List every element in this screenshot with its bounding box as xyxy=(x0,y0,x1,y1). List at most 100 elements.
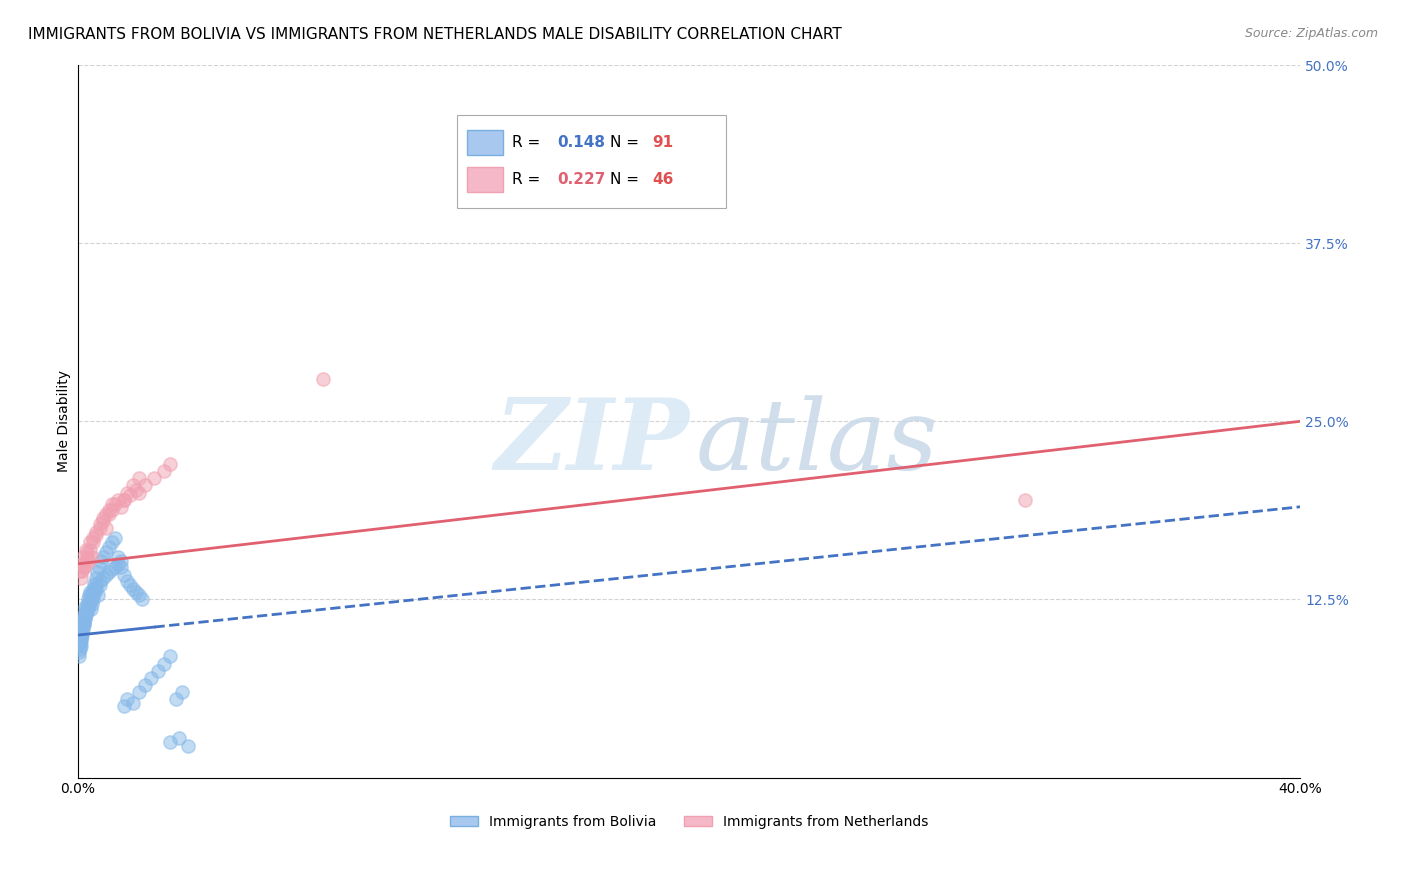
Point xyxy=(152,657,174,671)
Point xyxy=(73,599,96,614)
Point xyxy=(177,739,200,754)
Point xyxy=(125,483,148,497)
Point xyxy=(128,685,150,699)
Point xyxy=(70,557,93,571)
Point xyxy=(91,571,114,585)
Point xyxy=(86,576,108,591)
Point xyxy=(72,623,94,637)
Point xyxy=(79,594,101,608)
Point xyxy=(79,535,101,549)
Point xyxy=(79,594,101,608)
Point xyxy=(94,507,117,521)
Point xyxy=(94,521,117,535)
Point xyxy=(69,571,91,585)
Point xyxy=(84,581,107,595)
Point xyxy=(311,371,333,385)
Point xyxy=(83,576,105,591)
Point xyxy=(134,678,156,692)
Text: N =: N = xyxy=(610,135,644,150)
Point xyxy=(77,592,100,607)
Point xyxy=(128,588,150,602)
Point xyxy=(77,599,100,614)
Point xyxy=(84,571,107,585)
Point xyxy=(75,542,97,557)
Text: 0.227: 0.227 xyxy=(557,171,606,186)
Point xyxy=(70,621,93,635)
Point xyxy=(72,549,94,564)
Point xyxy=(1014,492,1036,507)
Point xyxy=(97,502,120,516)
Point xyxy=(82,535,104,549)
Point xyxy=(131,592,153,607)
Point xyxy=(77,554,100,568)
Point xyxy=(110,559,132,574)
Point xyxy=(70,614,93,628)
Point xyxy=(122,478,145,492)
Point xyxy=(91,511,114,525)
Point xyxy=(72,559,94,574)
Point xyxy=(82,582,104,597)
Point xyxy=(97,540,120,554)
Text: atlas: atlas xyxy=(695,395,938,491)
Point xyxy=(73,615,96,630)
Point xyxy=(77,598,100,612)
Point xyxy=(80,597,103,611)
Point xyxy=(100,502,122,516)
Point xyxy=(69,640,91,654)
Point xyxy=(70,631,93,645)
Legend: Immigrants from Bolivia, Immigrants from Netherlands: Immigrants from Bolivia, Immigrants from… xyxy=(444,810,934,835)
Point xyxy=(165,692,187,706)
Point xyxy=(69,631,91,645)
Point xyxy=(76,605,98,619)
Point xyxy=(67,645,90,659)
Text: IMMIGRANTS FROM BOLIVIA VS IMMIGRANTS FROM NETHERLANDS MALE DISABILITY CORRELATI: IMMIGRANTS FROM BOLIVIA VS IMMIGRANTS FR… xyxy=(28,27,842,42)
Point xyxy=(87,559,110,574)
Point xyxy=(134,478,156,492)
Point xyxy=(94,568,117,582)
Point xyxy=(100,535,122,549)
Point xyxy=(69,642,91,657)
Point xyxy=(100,562,122,576)
Point xyxy=(91,514,114,528)
Point xyxy=(120,578,142,592)
Point xyxy=(69,564,91,578)
Point xyxy=(86,582,108,597)
Point xyxy=(82,592,104,607)
Point xyxy=(80,590,103,604)
Point xyxy=(91,549,114,564)
Point xyxy=(67,649,90,664)
Point xyxy=(70,564,93,578)
Point xyxy=(73,559,96,574)
Point xyxy=(70,628,93,642)
Point xyxy=(146,664,169,678)
Point xyxy=(112,699,135,714)
Point xyxy=(159,735,181,749)
Point xyxy=(79,542,101,557)
FancyBboxPatch shape xyxy=(457,115,725,208)
Point xyxy=(76,602,98,616)
Point xyxy=(89,516,111,531)
Point xyxy=(128,471,150,485)
Text: R =: R = xyxy=(512,171,546,186)
Point xyxy=(77,588,100,602)
Point xyxy=(87,588,110,602)
Point xyxy=(75,602,97,616)
Point xyxy=(143,471,166,485)
Text: N =: N = xyxy=(610,171,644,186)
Point xyxy=(141,671,163,685)
Point xyxy=(122,697,145,711)
Point xyxy=(104,497,127,511)
Text: ZIP: ZIP xyxy=(494,394,689,491)
Point xyxy=(97,566,120,580)
Point xyxy=(112,568,135,582)
Point xyxy=(100,497,122,511)
Point xyxy=(73,607,96,621)
Point xyxy=(112,492,135,507)
Point xyxy=(82,585,104,599)
Point xyxy=(86,525,108,540)
Point xyxy=(115,485,138,500)
Point xyxy=(69,635,91,649)
Text: 46: 46 xyxy=(652,171,673,186)
Point xyxy=(84,585,107,599)
Point xyxy=(80,588,103,602)
